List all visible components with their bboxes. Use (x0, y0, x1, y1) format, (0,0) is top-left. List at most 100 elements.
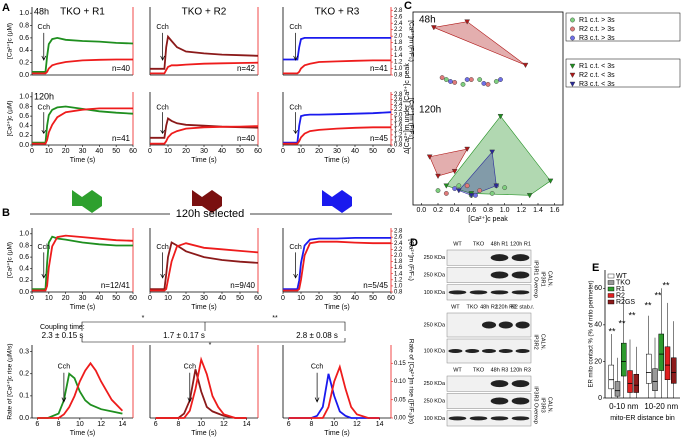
point (443, 77, 449, 82)
x-tick-label: 10 (330, 421, 338, 428)
y2-tick-label: 1.6 (394, 265, 403, 271)
y2-tick-label: 2.6 (394, 97, 403, 103)
series-line (283, 240, 391, 292)
chart-title: TKO + R1 (60, 7, 105, 18)
x-tick-label: 6 (287, 421, 291, 428)
legend-swatch (607, 286, 615, 292)
y-axis-label: ER mito contact % (% of mito perimeter) (589, 280, 595, 387)
y2-axis-label: [Ca²⁺]m (F/F₀) (407, 239, 414, 281)
x-tick-label: 1.6 (550, 207, 560, 214)
point (497, 114, 504, 120)
y2-tick-label: 2.8 (394, 92, 403, 98)
x-tick-label: 0.2 (433, 207, 443, 214)
legend-marker (569, 81, 576, 87)
band (469, 290, 488, 295)
panel-label: C (404, 0, 412, 12)
y2-tick-label: 1.8 (394, 259, 403, 265)
y-axis-label: [Ca²⁺]c (µM) (7, 100, 14, 136)
point (493, 183, 500, 189)
legend-label: R2GS (616, 299, 635, 306)
lane-label: 120h R3 (510, 367, 531, 373)
panel-label: A (2, 2, 10, 14)
section-label: 48h (419, 15, 436, 26)
x-tick-label: 60 (129, 295, 137, 302)
series-line (32, 105, 134, 144)
n-label: n=40 (237, 134, 256, 143)
band (465, 349, 480, 353)
legend-swatch (607, 299, 615, 305)
blot-label: IP3R3 (540, 397, 546, 412)
x-tick-label: 50 (112, 148, 120, 155)
y-axis-label: Δ[Ca²⁺]m under [Ca²⁺]c peak (404, 63, 411, 154)
n-label: n=12/41 (101, 281, 131, 290)
series-line (32, 234, 134, 292)
x-tick-label: 40 (95, 148, 103, 155)
y2-axis-label: [Ca²⁺]m (F/F₀) (407, 98, 414, 140)
x-tick-label: 30 (200, 148, 208, 155)
x-tick-label: 20 (62, 295, 70, 302)
y2-tick-label: 1.6 (394, 122, 403, 128)
cch-label: Cch (184, 364, 197, 371)
y-tick-label: 0.1 (19, 393, 29, 400)
legend-label: R3 c.t. < 3s (579, 81, 615, 88)
x-tick-label: 50 (236, 148, 244, 155)
cch-label: Cch (311, 364, 324, 371)
x-tick-label: 10-20 nm (644, 402, 678, 411)
blot-strip (446, 249, 532, 266)
lane-label: R2 stab.r. (511, 304, 535, 310)
legend-label: R1 c.t. < 3s (579, 63, 615, 70)
x-tick-label: 50 (236, 295, 244, 302)
cch-label: Cch (156, 24, 169, 31)
bracket (81, 338, 346, 343)
x-tick-label: 60 (387, 148, 395, 155)
x-tick-label: 20 (315, 148, 323, 155)
y2-tick-label: 1.2 (394, 277, 403, 283)
y-tick-label: 0.2 (19, 277, 29, 284)
hull (432, 21, 526, 66)
y-tick-label: 0.2 (19, 132, 29, 139)
box (621, 342, 627, 377)
x-tick-label: 10 (45, 295, 53, 302)
mw-marker: 250 KDa (424, 381, 446, 387)
y-tick-label: 0.4 (19, 123, 29, 130)
point (468, 193, 475, 199)
y2-tick-label: 2.0 (394, 253, 403, 259)
y-tick-label: 0.6 (19, 35, 29, 42)
legend-marker (569, 63, 576, 69)
y-axis-label: [Ca²⁺]c (µM) (7, 23, 14, 59)
mw-marker: 250 KDa (424, 272, 446, 278)
series-line (150, 242, 259, 292)
point (435, 188, 441, 193)
bracket (81, 321, 346, 331)
x-tick-label: 0-10 nm (609, 402, 639, 411)
cch-arrow (314, 372, 320, 403)
x-tick-label: 0.0 (416, 207, 426, 214)
y2-tick-label: 1.4 (394, 271, 403, 277)
box (664, 346, 671, 380)
y2-axis-label: Rate of [Ca²⁺]m rise ([F/F₀]/s) (407, 339, 414, 424)
panel-label: D (410, 237, 418, 249)
significance: * (142, 315, 145, 322)
cch-label: Cch (58, 364, 71, 371)
x-tick-label: 30 (79, 148, 87, 155)
x-tick-label: 0.8 (483, 207, 493, 214)
y-tick-label: 0.8 (19, 242, 29, 249)
y2-tick-label: 2.0 (394, 112, 403, 118)
y2-tick-label: 0.8 (394, 73, 403, 79)
series-line (150, 34, 259, 70)
significance: * (209, 342, 212, 349)
point (464, 146, 471, 152)
band (490, 380, 509, 388)
y-tick-label: 40 (594, 322, 602, 329)
chevrons (72, 190, 352, 213)
legend-swatch (607, 280, 615, 285)
x-tick-label: 12 (97, 421, 105, 428)
blot-label: CALN. (547, 397, 553, 414)
band (511, 290, 530, 295)
blot-label: CALN. (540, 334, 546, 351)
mw-marker: 100 KDa (424, 348, 446, 354)
y2-tick-label: 1.0 (394, 66, 403, 72)
y2-tick-label: 2.2 (394, 247, 403, 253)
point (502, 185, 508, 191)
x-tick-label: 10 (76, 421, 84, 428)
